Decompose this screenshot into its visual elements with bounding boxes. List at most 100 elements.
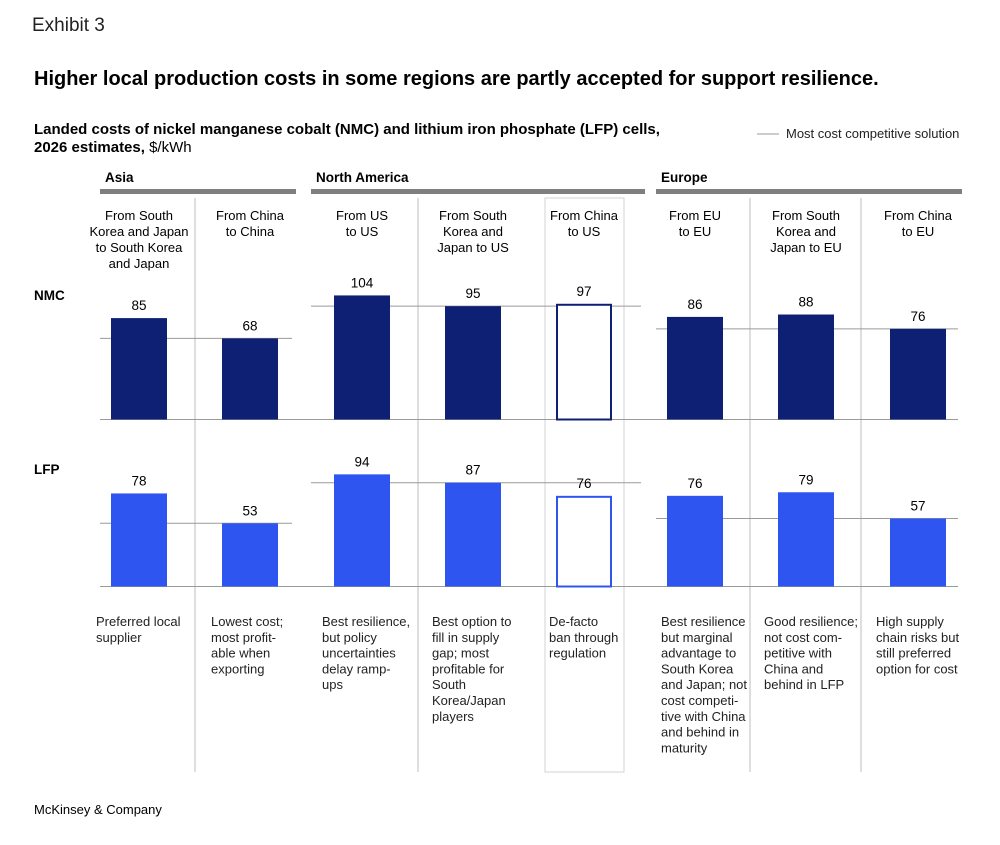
note-4-0: De-facto [549,614,598,629]
note-5-7: and behind in [661,725,739,740]
region-rule-2 [656,189,962,194]
note-7-2: still preferred [876,646,951,661]
value-label-lfp-0: 78 [131,473,146,488]
category-label-4-1: to US [568,224,601,239]
region-label-2: Europe [661,170,708,185]
note-7-0: High supply [876,614,944,629]
category-label-3-2: Japan to US [437,240,509,255]
bar-lfp-1 [222,523,278,587]
note-0-1: supplier [96,630,142,645]
value-label-nmc-0: 85 [131,298,146,313]
value-label-lfp-7: 57 [910,498,925,513]
note-6-1: not cost com- [764,630,842,645]
category-label-3-1: Korea and [443,224,503,239]
value-label-nmc-5: 86 [687,297,702,312]
note-1-0: Lowest cost; [211,614,283,629]
bar-lfp-6 [778,492,834,587]
value-label-nmc-1: 68 [242,318,257,333]
subtitle-estimates: 2026 estimates, [34,139,145,156]
category-label-7-1: to EU [902,224,935,239]
chart-subtitle-line-1: Landed costs of nickel manganese cobalt … [34,121,660,138]
note-5-0: Best resilience [661,614,746,629]
exhibit-label: Exhibit 3 [32,15,105,36]
note-3-1: fill in supply [432,630,500,645]
note-6-3: China and [764,661,823,676]
source-label: McKinsey & Company [34,802,162,817]
category-label-5-0: From EU [669,208,721,223]
bar-nmc-0 [111,318,167,420]
note-7-1: chain risks but [876,630,959,645]
bar-nmc-5 [667,316,723,420]
note-3-2: gap; most [432,646,489,661]
note-3-5: Korea/Japan [432,693,506,708]
value-label-nmc-4: 97 [576,284,591,299]
note-5-1: but marginal [661,630,733,645]
bar-nmc-3 [445,306,501,420]
category-label-2-0: From US [336,208,388,223]
note-6-4: behind in LFP [764,677,844,692]
value-label-nmc-6: 88 [798,295,813,310]
value-label-nmc-2: 104 [351,275,374,290]
value-label-lfp-1: 53 [242,503,257,518]
bar-nmc-4 [556,303,612,421]
value-label-lfp-6: 79 [798,472,813,487]
bar-nmc-2 [334,295,390,420]
note-5-3: South Korea [661,661,734,676]
region-label-0: Asia [105,170,134,185]
note-6-0: Good resilience; [764,614,858,629]
row-label-nmc: NMC [34,288,65,303]
region-rule-1 [311,189,645,194]
category-label-2-1: to US [346,224,379,239]
category-label-6-1: Korea and [776,224,836,239]
note-2-2: uncertainties [322,646,396,661]
note-2-4: ups [322,677,343,692]
note-5-4: and Japan; not [661,677,747,692]
note-1-1: most profit- [211,630,276,645]
category-label-0-1: Korea and Japan [89,224,188,239]
note-6-2: petitive with [764,646,832,661]
bar-lfp-0 [111,493,167,587]
bar-lfp-4 [556,495,612,588]
category-label-1-1: to China [226,224,275,239]
value-label-nmc-7: 76 [910,309,925,324]
note-3-6: players [432,709,474,724]
chart-title: Higher local production costs in some re… [34,68,879,90]
note-5-5: cost competi- [661,693,738,708]
value-label-lfp-4: 76 [576,476,591,491]
bar-lfp-7 [890,518,946,587]
note-4-2: regulation [549,646,606,661]
category-label-1-0: From China [216,208,285,223]
note-3-3: profitable for [432,661,505,676]
category-label-0-2: to South Korea [96,240,183,255]
row-label-lfp: LFP [34,462,60,477]
value-label-lfp-2: 94 [354,454,370,469]
bar-nmc-6 [778,314,834,420]
region-rule-0 [100,189,296,194]
note-0-0: Preferred local [96,614,181,629]
category-label-6-0: From South [772,208,840,223]
chart-subtitle-line-2: 2026 estimates, $/kWh [34,139,192,156]
note-2-0: Best resilience, [322,614,410,629]
legend-label: Most cost competitive solution [786,126,959,141]
category-label-5-1: to EU [679,224,712,239]
note-2-1: but policy [322,630,377,645]
category-label-7-0: From China [884,208,953,223]
category-label-0-3: and Japan [109,256,170,271]
subtitle-unit: $/kWh [149,139,192,156]
note-3-0: Best option to [432,614,512,629]
category-label-3-0: From South [439,208,507,223]
value-label-nmc-3: 95 [465,286,480,301]
note-5-2: advantage to [661,646,736,661]
hypothetical-column-box [544,197,625,773]
note-1-3: exporting [211,661,264,676]
bar-lfp-2 [334,474,390,587]
note-2-3: delay ramp- [322,661,391,676]
note-5-8: maturity [661,740,708,755]
bar-nmc-7 [890,328,946,420]
bar-lfp-5 [667,495,723,587]
note-1-2: able when [211,646,270,661]
category-label-0-0: From South [105,208,173,223]
value-label-lfp-5: 76 [687,476,702,491]
